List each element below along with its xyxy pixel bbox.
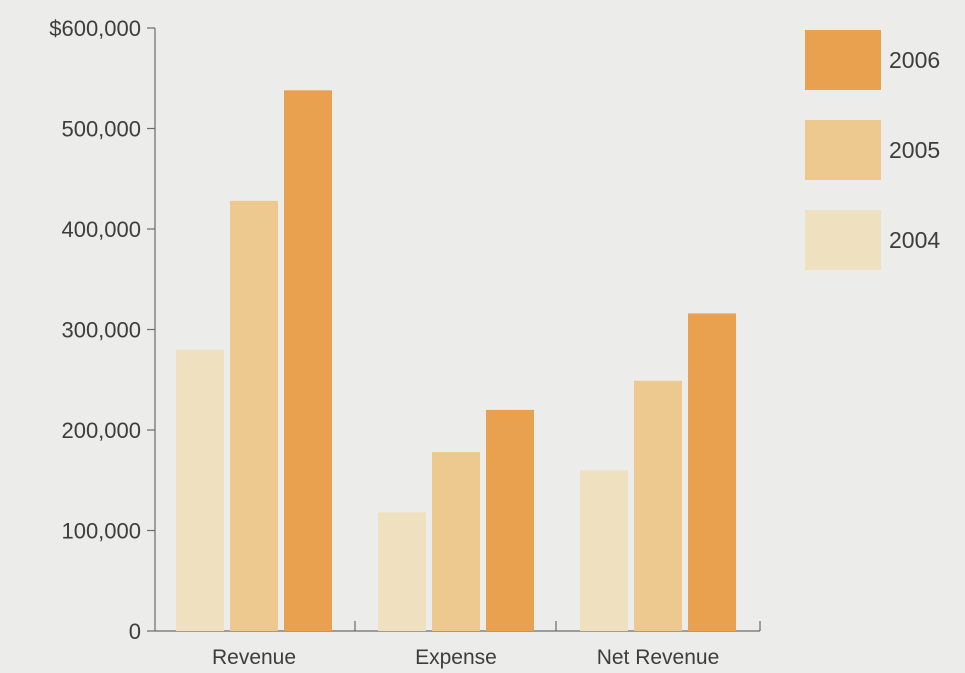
y-tick-label: 200,000 xyxy=(61,418,141,443)
bar-2005-expense xyxy=(432,452,480,631)
legend-swatch-2006 xyxy=(805,30,881,90)
y-tick-label: 400,000 xyxy=(61,217,141,242)
bar-2006-revenue xyxy=(284,90,332,631)
legend: 2006 2005 2004 xyxy=(805,30,940,270)
legend-swatch-2004 xyxy=(805,210,881,270)
bar-2004-revenue xyxy=(176,349,224,631)
y-tick-label: 500,000 xyxy=(61,117,141,142)
bar-2005-revenue xyxy=(230,200,278,632)
x-axis: Revenue Expense Net Revenue xyxy=(155,621,761,669)
bar-2005-net-revenue xyxy=(634,380,682,631)
bar-2006-net-revenue xyxy=(688,313,736,631)
y-tick-label: $600,000 xyxy=(49,16,141,41)
y-tick-label: 300,000 xyxy=(61,318,141,343)
bar-2004-expense xyxy=(378,512,426,631)
y-axis: 0 100,000 200,000 300,000 400,000 500,000 $600… xyxy=(49,16,156,644)
bar-2006-expense xyxy=(486,409,534,631)
x-category-label: Revenue xyxy=(212,646,296,669)
bar-2004-net-revenue xyxy=(580,470,628,631)
legend-label: 2005 xyxy=(889,137,940,163)
x-category-label: Net Revenue xyxy=(597,646,720,669)
legend-swatch-2005 xyxy=(805,120,881,180)
y-tick-label: 0 xyxy=(129,619,141,644)
x-category-label: Expense xyxy=(415,646,497,669)
legend-label: 2004 xyxy=(889,227,940,253)
y-tick-label: 100,000 xyxy=(61,519,141,544)
legend-label: 2006 xyxy=(889,47,940,73)
bars xyxy=(176,90,736,632)
